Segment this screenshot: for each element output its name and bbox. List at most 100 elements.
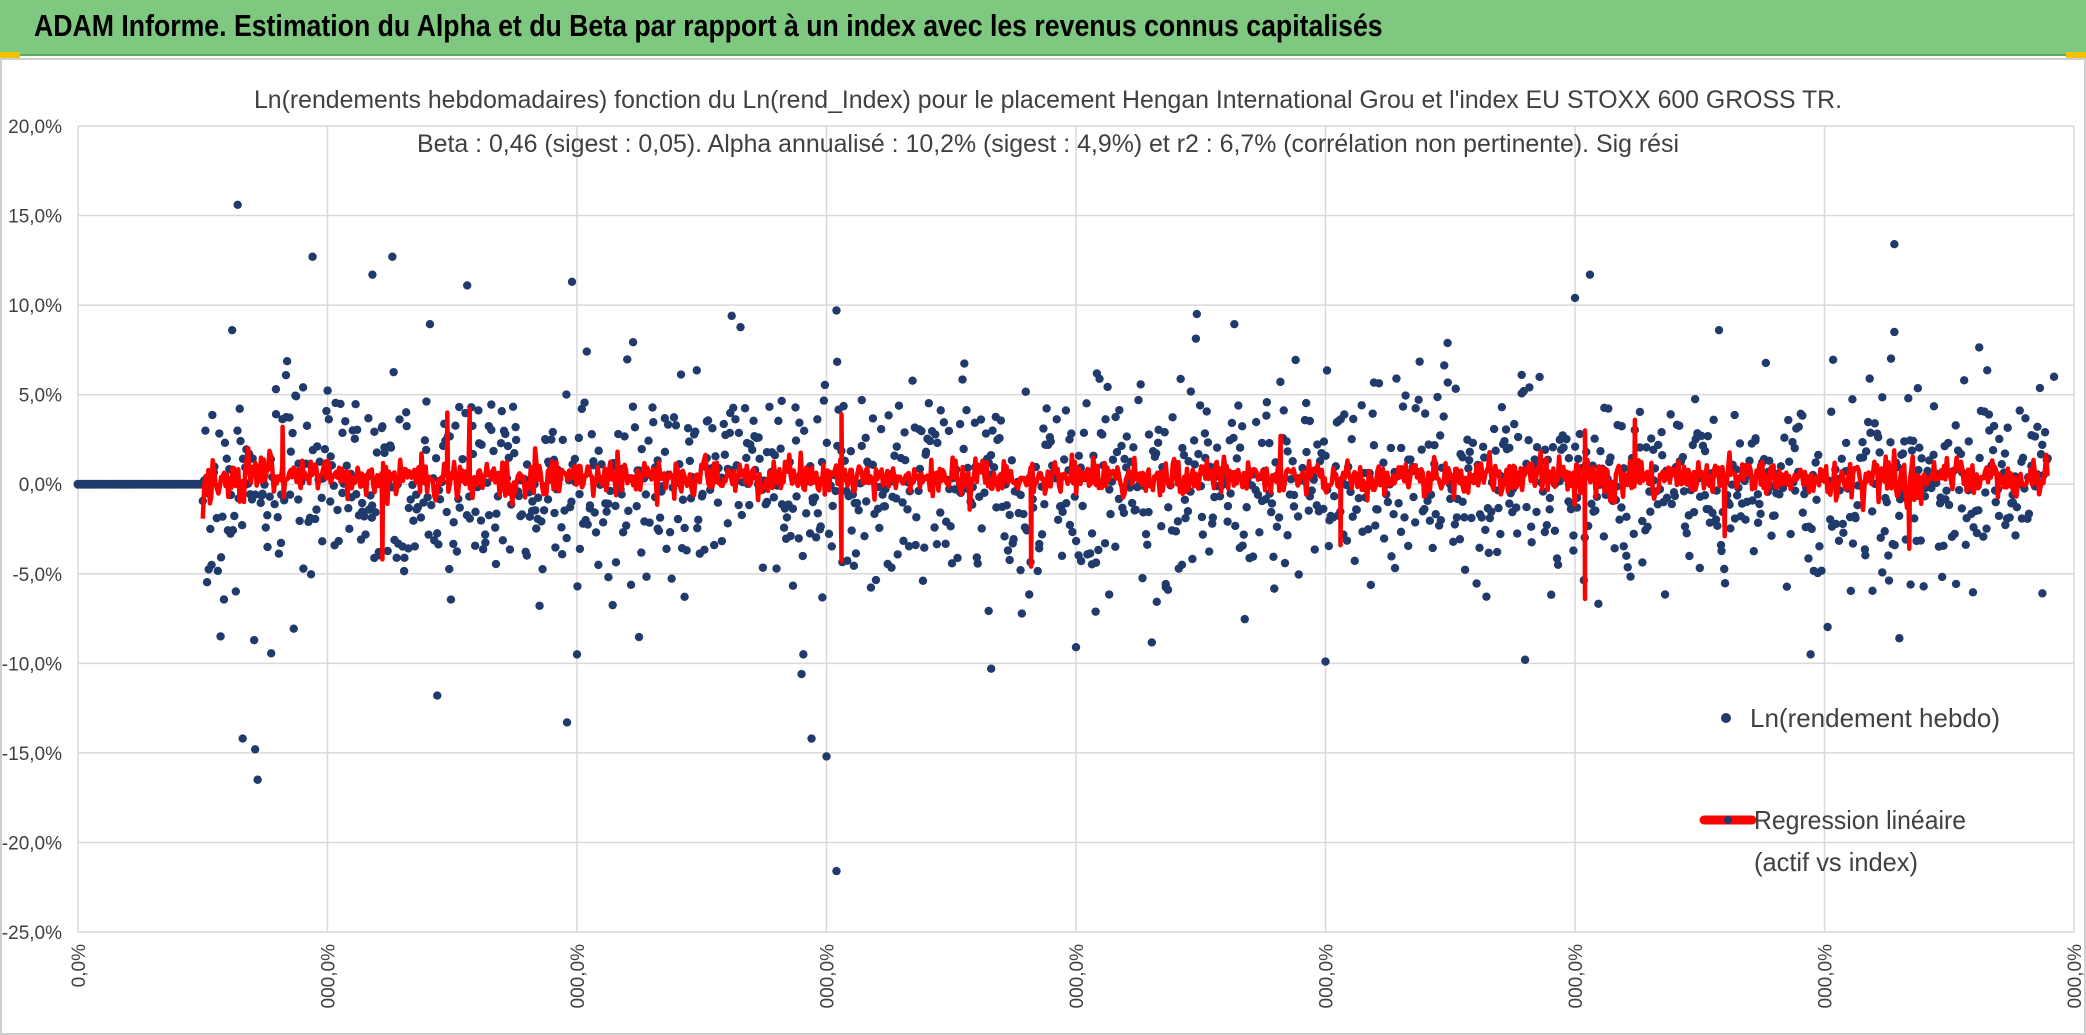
data-point [628, 337, 638, 347]
data-point [1646, 507, 1655, 516]
data-point [445, 564, 454, 574]
data-point [852, 498, 862, 508]
data-point [1000, 532, 1009, 541]
y-tick-label: 0,0% [19, 475, 62, 496]
data-point [1144, 430, 1154, 439]
data-point [782, 513, 792, 522]
data-point [1042, 404, 1051, 413]
chart-title-line: Beta : 0,46 (sigest : 0,05). Alpha annua… [417, 130, 1679, 158]
data-point [955, 419, 965, 429]
data-point [1065, 520, 1075, 530]
data-point [1823, 622, 1832, 632]
data-point [1478, 442, 1488, 451]
data-point [1037, 530, 1047, 539]
data-point [1991, 497, 2000, 507]
data-point [580, 398, 589, 407]
data-point [1876, 533, 1885, 542]
data-point [455, 402, 464, 412]
data-point [1267, 499, 1277, 508]
data-point [575, 489, 584, 499]
data-point [383, 546, 392, 556]
y-tick-label: -15,0% [2, 744, 62, 765]
data-point [1564, 454, 1574, 463]
data-point [1635, 443, 1645, 452]
data-point [2018, 453, 2028, 463]
legend-marker-scatter [1721, 713, 1731, 723]
data-point [1240, 614, 1249, 624]
data-point [1700, 491, 1710, 500]
data-point [1619, 542, 1628, 551]
data-point [637, 444, 646, 454]
data-point [547, 435, 556, 444]
data-point [1559, 443, 1568, 452]
data-point [1226, 489, 1235, 498]
data-point [350, 434, 360, 443]
data-point [404, 503, 414, 513]
data-point [1433, 392, 1442, 402]
data-point [1347, 434, 1356, 444]
data-point [915, 464, 925, 474]
data-point [854, 506, 863, 515]
data-point [851, 549, 861, 558]
data-point [683, 424, 693, 433]
data-point [1756, 509, 1765, 519]
data-point [1094, 545, 1103, 555]
data-point [1951, 421, 1960, 430]
data-point [1074, 451, 1084, 460]
data-point [862, 497, 871, 506]
data-point [1522, 502, 1531, 512]
data-point [720, 450, 730, 459]
data-point [1131, 505, 1140, 515]
data-point [1882, 497, 1892, 507]
data-point [1642, 443, 1651, 452]
data-point [206, 524, 215, 534]
data-point [533, 493, 543, 502]
legend-label-regression: Regression linéaire [1754, 805, 1966, 835]
data-point [1103, 382, 1112, 392]
data-point [1524, 436, 1533, 445]
data-point [1858, 437, 1867, 447]
data-point [1890, 327, 1899, 337]
data-point [1798, 411, 1807, 420]
data-point [1071, 536, 1081, 546]
data-point [1160, 428, 1169, 437]
data-point [594, 446, 603, 455]
data-point [567, 277, 577, 287]
data-point [285, 413, 294, 422]
data-point [708, 424, 717, 433]
data-point [866, 583, 876, 592]
data-point [819, 396, 829, 405]
data-point [1878, 568, 1887, 577]
data-point [799, 426, 809, 436]
data-point [1052, 415, 1061, 424]
data-point [370, 427, 379, 436]
data-point [401, 408, 411, 417]
data-point [1867, 507, 1877, 516]
data-point [989, 463, 999, 472]
data-point [1622, 551, 1631, 561]
data-point [1886, 438, 1895, 447]
data-point [1265, 438, 1274, 448]
data-point [628, 402, 638, 411]
data-point [1106, 509, 1115, 519]
data-point [481, 538, 490, 547]
data-point [1866, 428, 1875, 438]
regression-line [200, 406, 2050, 602]
data-point [1188, 554, 1197, 564]
data-point [215, 429, 224, 438]
data-point [551, 543, 560, 552]
data-point [1129, 443, 1138, 452]
data-point [1087, 529, 1097, 538]
data-point [1357, 401, 1366, 410]
data-point [562, 390, 571, 399]
data-point [1120, 454, 1129, 464]
data-point [263, 511, 272, 520]
data-point [1190, 460, 1199, 469]
data-point [1505, 499, 1514, 508]
data-point [1200, 429, 1210, 438]
data-point [372, 448, 382, 457]
data-point [604, 499, 613, 508]
data-point [630, 423, 640, 432]
data-point [484, 510, 494, 520]
data-point [1352, 505, 1361, 514]
